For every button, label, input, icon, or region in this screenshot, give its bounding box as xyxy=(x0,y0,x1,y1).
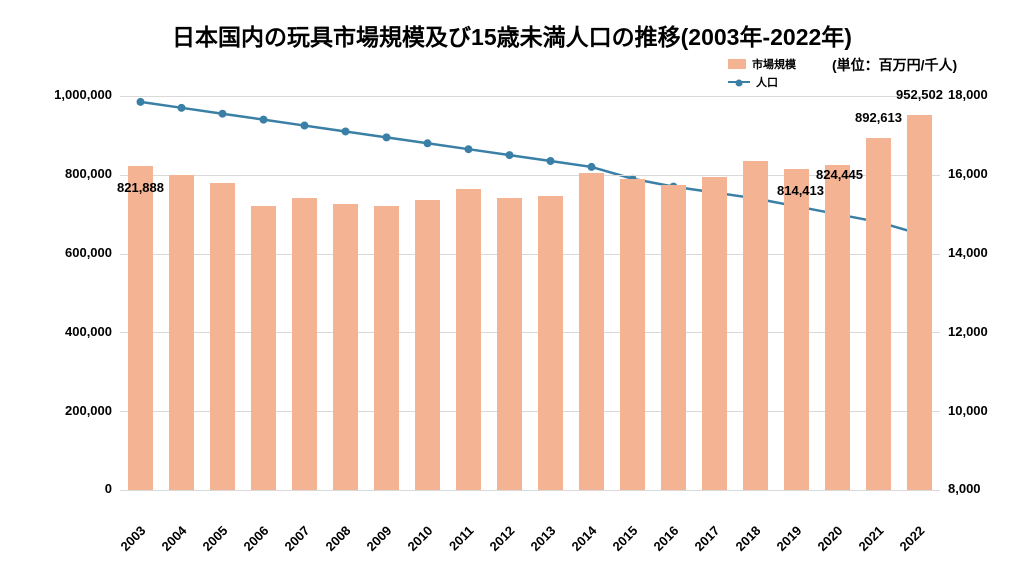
x-tick-label: 2003 xyxy=(117,523,148,554)
population-marker xyxy=(137,98,145,106)
bar xyxy=(866,138,891,490)
y-left-tick-label: 800,000 xyxy=(22,166,112,181)
bar xyxy=(579,173,604,490)
x-tick-label: 2010 xyxy=(404,523,435,554)
gridline xyxy=(120,411,940,412)
unit-label: (単位：百万円/千人) xyxy=(832,55,957,75)
y-left-tick-label: 400,000 xyxy=(22,324,112,339)
y-right-tick-label: 8,000 xyxy=(948,481,981,496)
bar-value-label: 821,888 xyxy=(117,180,164,195)
legend-item-bar: 市場規模 xyxy=(728,56,796,72)
x-tick-label: 2013 xyxy=(527,523,558,554)
bar xyxy=(907,115,932,490)
population-marker xyxy=(506,151,514,159)
x-tick-label: 2019 xyxy=(773,523,804,554)
x-tick-label: 2014 xyxy=(568,523,599,554)
x-tick-label: 2005 xyxy=(199,523,230,554)
population-marker xyxy=(178,104,186,112)
chart-title: 日本国内の玩具市場規模及び15歳未満人口の推移(2003年-2022年) xyxy=(0,18,1024,52)
x-tick-label: 2021 xyxy=(855,523,886,554)
legend-item-line: 人口 xyxy=(728,74,796,90)
x-tick-label: 2009 xyxy=(363,523,394,554)
bar xyxy=(825,165,850,490)
gridline xyxy=(120,332,940,333)
x-tick-label: 2006 xyxy=(240,523,271,554)
x-tick-label: 2008 xyxy=(322,523,353,554)
bar xyxy=(292,198,317,490)
legend-label-bar: 市場規模 xyxy=(752,56,796,72)
y-left-tick-label: 200,000 xyxy=(22,403,112,418)
bar xyxy=(620,179,645,490)
bar xyxy=(251,206,276,490)
y-right-tick-label: 16,000 xyxy=(948,166,988,181)
legend-swatch-line xyxy=(728,81,750,83)
gridline xyxy=(120,490,940,491)
gridline xyxy=(120,254,940,255)
bar-value-label: 952,502 xyxy=(896,87,943,102)
y-right-tick-label: 14,000 xyxy=(948,245,988,260)
bar xyxy=(128,166,153,490)
y-left-tick-label: 600,000 xyxy=(22,245,112,260)
population-marker xyxy=(547,157,555,165)
x-tick-label: 2020 xyxy=(814,523,845,554)
x-tick-label: 2016 xyxy=(650,523,681,554)
bar xyxy=(538,196,563,490)
bar xyxy=(661,185,686,490)
population-marker xyxy=(383,133,391,141)
x-tick-label: 2004 xyxy=(158,523,189,554)
bar xyxy=(415,200,440,490)
bar xyxy=(784,169,809,490)
y-left-tick-label: 1,000,000 xyxy=(22,87,112,102)
bar xyxy=(374,206,399,490)
population-marker xyxy=(588,163,596,171)
legend-label-line: 人口 xyxy=(756,74,778,90)
bar xyxy=(456,189,481,490)
bar xyxy=(743,161,768,490)
x-tick-label: 2018 xyxy=(732,523,763,554)
x-tick-label: 2011 xyxy=(445,523,476,554)
bar xyxy=(333,204,358,490)
x-tick-label: 2017 xyxy=(691,523,722,554)
y-right-tick-label: 10,000 xyxy=(948,403,988,418)
legend: 市場規模 人口 xyxy=(728,56,796,90)
y-left-tick-label: 0 xyxy=(22,481,112,496)
population-marker xyxy=(465,145,473,153)
bar-value-label: 892,613 xyxy=(855,110,902,125)
bar xyxy=(702,177,727,490)
legend-swatch-bar xyxy=(728,59,746,69)
bar xyxy=(169,175,194,490)
x-tick-label: 2015 xyxy=(609,523,640,554)
population-marker xyxy=(260,116,268,124)
line-series-layer xyxy=(120,96,940,490)
chart-plot-area: 821,888814,413824,445892,613952,502 xyxy=(120,96,940,490)
x-tick-label: 2022 xyxy=(896,523,927,554)
x-tick-label: 2012 xyxy=(486,523,517,554)
gridline xyxy=(120,96,940,97)
population-marker xyxy=(342,127,350,135)
bar xyxy=(210,183,235,490)
bar xyxy=(497,198,522,490)
population-marker xyxy=(424,139,432,147)
y-right-tick-label: 18,000 xyxy=(948,87,988,102)
population-marker xyxy=(219,110,227,118)
population-marker xyxy=(301,122,309,130)
y-right-tick-label: 12,000 xyxy=(948,324,988,339)
bar-value-label: 814,413 xyxy=(777,183,824,198)
bar-value-label: 824,445 xyxy=(816,167,863,182)
x-tick-label: 2007 xyxy=(281,523,312,554)
